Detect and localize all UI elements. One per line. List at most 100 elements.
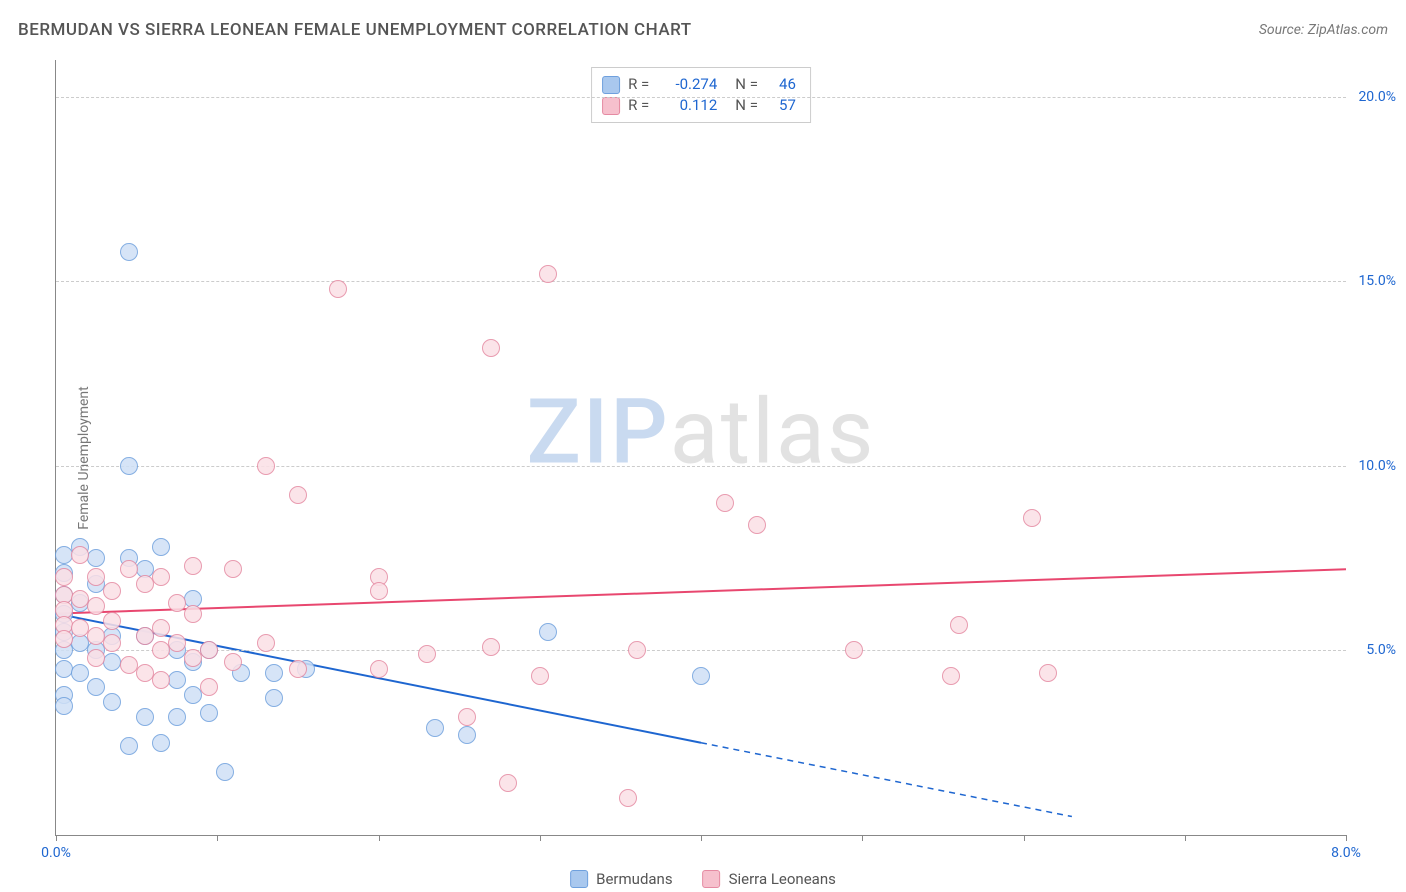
scatter-point-sierra-leoneans: [1039, 664, 1057, 682]
scatter-point-sierra-leoneans: [184, 557, 202, 575]
scatter-point-sierra-leoneans: [103, 582, 121, 600]
scatter-point-bermudans: [458, 726, 476, 744]
trend-line-bermudans-dashed: [701, 743, 1072, 817]
scatter-point-bermudans: [692, 667, 710, 685]
scatter-point-sierra-leoneans: [87, 597, 105, 615]
stats-r-label: R =: [628, 74, 649, 95]
title-bar: BERMUDAN VS SIERRA LEONEAN FEMALE UNEMPL…: [18, 20, 1388, 40]
x-tick: [701, 835, 702, 841]
scatter-point-sierra-leoneans: [531, 667, 549, 685]
legend-swatch-bermudans: [570, 870, 588, 888]
plot-area: ZIPatlas R =-0.274N =46R =0.112N =57 5.0…: [55, 60, 1346, 836]
scatter-point-bermudans: [55, 660, 73, 678]
x-tick: [1185, 835, 1186, 841]
scatter-point-bermudans: [120, 737, 138, 755]
scatter-point-sierra-leoneans: [482, 339, 500, 357]
scatter-point-sierra-leoneans: [748, 516, 766, 534]
legend-item-bermudans: Bermudans: [570, 870, 672, 888]
scatter-point-sierra-leoneans: [1023, 509, 1041, 527]
bottom-legend: Bermudans Sierra Leoneans: [570, 870, 836, 888]
scatter-point-sierra-leoneans: [628, 641, 646, 659]
scatter-point-sierra-leoneans: [289, 660, 307, 678]
scatter-point-sierra-leoneans: [539, 265, 557, 283]
scatter-point-sierra-leoneans: [152, 568, 170, 586]
scatter-point-sierra-leoneans: [168, 634, 186, 652]
stats-box: R =-0.274N =46R =0.112N =57: [591, 67, 811, 123]
legend-label-sierra-leoneans: Sierra Leoneans: [729, 870, 836, 888]
stats-r-label: R =: [628, 95, 649, 116]
gridline: [56, 281, 1346, 282]
stats-r-value-sierra-leoneans: 0.112: [657, 95, 717, 116]
scatter-point-bermudans: [55, 697, 73, 715]
scatter-point-bermudans: [71, 664, 89, 682]
scatter-point-sierra-leoneans: [120, 560, 138, 578]
scatter-point-sierra-leoneans: [168, 594, 186, 612]
x-tick: [1346, 835, 1347, 841]
scatter-point-sierra-leoneans: [289, 486, 307, 504]
scatter-point-sierra-leoneans: [87, 568, 105, 586]
scatter-point-sierra-leoneans: [200, 678, 218, 696]
stats-row-sierra-leoneans: R =0.112N =57: [602, 95, 796, 116]
scatter-point-sierra-leoneans: [418, 645, 436, 663]
scatter-point-sierra-leoneans: [482, 638, 500, 656]
scatter-point-bermudans: [168, 708, 186, 726]
scatter-point-bermudans: [216, 763, 234, 781]
stats-n-value-bermudans: 46: [766, 74, 796, 95]
scatter-point-bermudans: [103, 693, 121, 711]
scatter-point-bermudans: [426, 719, 444, 737]
swatch-sierra-leoneans: [602, 97, 620, 115]
x-tick: [540, 835, 541, 841]
x-tick-label: 0.0%: [41, 845, 71, 861]
x-tick-label: 8.0%: [1331, 845, 1361, 861]
x-tick: [56, 835, 57, 841]
scatter-point-sierra-leoneans: [257, 634, 275, 652]
stats-n-label: N =: [735, 74, 758, 95]
scatter-point-sierra-leoneans: [200, 641, 218, 659]
scatter-point-bermudans: [200, 704, 218, 722]
scatter-point-sierra-leoneans: [716, 494, 734, 512]
legend-item-sierra-leoneans: Sierra Leoneans: [703, 870, 836, 888]
scatter-point-sierra-leoneans: [55, 568, 73, 586]
x-tick: [379, 835, 380, 841]
scatter-point-sierra-leoneans: [499, 774, 517, 792]
scatter-point-sierra-leoneans: [619, 789, 637, 807]
scatter-point-sierra-leoneans: [224, 653, 242, 671]
scatter-point-bermudans: [136, 708, 154, 726]
scatter-point-sierra-leoneans: [329, 280, 347, 298]
x-tick: [862, 835, 863, 841]
legend-swatch-sierra-leoneans: [703, 870, 721, 888]
gridline: [56, 466, 1346, 467]
scatter-point-sierra-leoneans: [184, 605, 202, 623]
legend-label-bermudans: Bermudans: [596, 870, 672, 888]
scatter-point-bermudans: [152, 734, 170, 752]
scatter-point-sierra-leoneans: [152, 619, 170, 637]
scatter-point-bermudans: [120, 457, 138, 475]
scatter-point-sierra-leoneans: [224, 560, 242, 578]
scatter-point-sierra-leoneans: [370, 660, 388, 678]
scatter-point-sierra-leoneans: [55, 630, 73, 648]
x-tick: [1024, 835, 1025, 841]
stats-r-value-bermudans: -0.274: [657, 74, 717, 95]
gridline: [56, 650, 1346, 651]
scatter-point-bermudans: [152, 538, 170, 556]
y-tick-label: 15.0%: [1358, 273, 1396, 289]
scatter-point-sierra-leoneans: [152, 671, 170, 689]
scatter-point-bermudans: [120, 243, 138, 261]
scatter-point-sierra-leoneans: [370, 582, 388, 600]
scatter-point-sierra-leoneans: [257, 457, 275, 475]
trend-line-sierra-leoneans: [56, 569, 1346, 613]
scatter-point-sierra-leoneans: [950, 616, 968, 634]
scatter-point-bermudans: [265, 664, 283, 682]
source-label: Source: ZipAtlas.com: [1259, 22, 1388, 38]
scatter-point-sierra-leoneans: [942, 667, 960, 685]
scatter-point-sierra-leoneans: [845, 641, 863, 659]
scatter-point-sierra-leoneans: [103, 634, 121, 652]
chart-title: BERMUDAN VS SIERRA LEONEAN FEMALE UNEMPL…: [18, 20, 692, 40]
scatter-point-bermudans: [87, 549, 105, 567]
scatter-point-bermudans: [87, 678, 105, 696]
scatter-point-sierra-leoneans: [458, 708, 476, 726]
x-tick: [217, 835, 218, 841]
stats-n-value-sierra-leoneans: 57: [766, 95, 796, 116]
y-tick-label: 20.0%: [1358, 89, 1396, 105]
swatch-bermudans: [602, 76, 620, 94]
